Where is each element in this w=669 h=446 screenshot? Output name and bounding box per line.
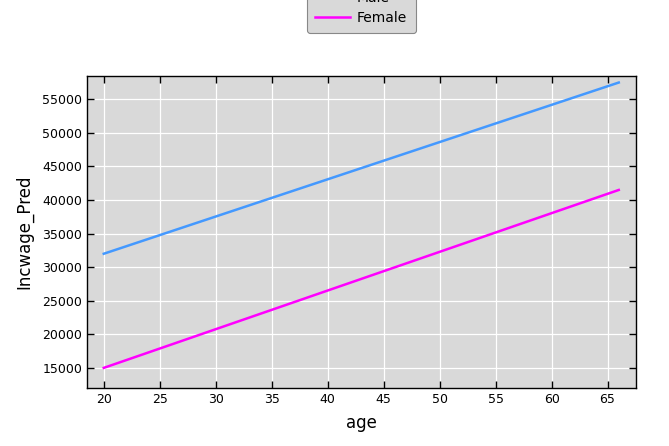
Line: Male: Male — [104, 83, 619, 254]
Female — [100, 365, 108, 371]
Male — [131, 241, 139, 246]
Male — [615, 80, 623, 85]
Legend: Male, Female: Male, Female — [307, 0, 415, 33]
X-axis label: age: age — [346, 414, 377, 432]
Female — [615, 187, 623, 193]
Male — [571, 95, 579, 100]
Male — [237, 206, 245, 211]
Female — [131, 355, 139, 360]
Female — [120, 358, 128, 363]
Line: Female: Female — [104, 190, 619, 368]
Male — [120, 244, 128, 249]
Y-axis label: Incwage_Pred: Incwage_Pred — [15, 175, 33, 289]
Female — [237, 318, 245, 323]
Female — [571, 202, 579, 208]
Male — [100, 251, 108, 256]
Male — [195, 219, 203, 225]
Male — [589, 88, 597, 94]
Female — [195, 332, 203, 338]
Female — [589, 196, 597, 202]
